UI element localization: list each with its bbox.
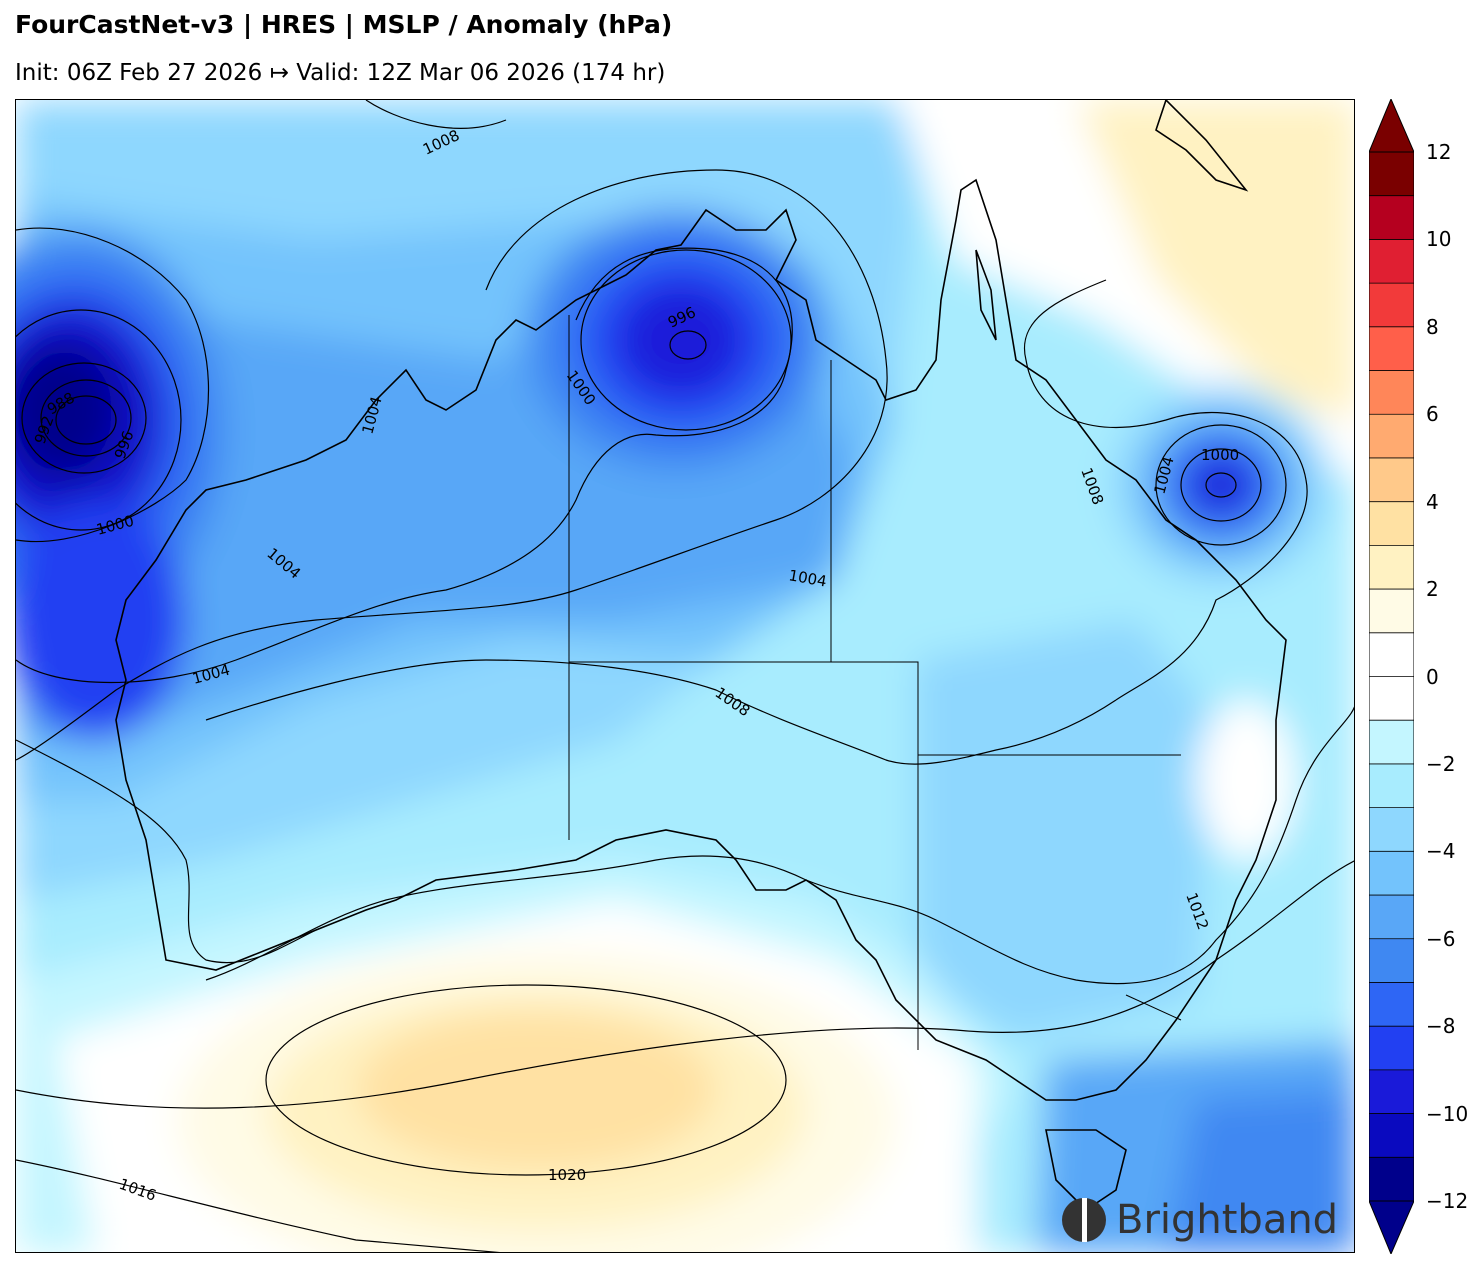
colorbar-segment — [1369, 326, 1414, 371]
colorbar-segment — [1369, 720, 1414, 764]
colorbar-segment — [1369, 457, 1414, 502]
contour-label: 1020 — [548, 1166, 586, 1184]
contour-labels: 1008 996 1000 1004 1000 992 988 996 1000… — [31, 126, 1239, 1205]
colorbar-segment — [1369, 283, 1414, 327]
colorbar-segment — [1369, 1069, 1414, 1114]
anomaly-map: 1008 996 1000 1004 1000 992 988 996 1000… — [16, 100, 1354, 1252]
colorbar-tick-label: 10 — [1426, 227, 1452, 252]
colorbar-min-arrow — [1369, 1200, 1414, 1254]
chart-title: FourCastNet-v3 | HRES | MSLP / Anomaly (… — [15, 10, 673, 39]
chart-subtitle: Init: 06Z Feb 27 2026 ↦ Valid: 12Z Mar 0… — [15, 60, 666, 86]
colorbar-tick-label: 0 — [1426, 664, 1439, 689]
colorbar-tick-label: 4 — [1426, 489, 1439, 514]
colorbar-segment — [1369, 414, 1414, 458]
colorbar-segment — [1369, 938, 1414, 983]
colorbar-segment — [1369, 195, 1414, 240]
colorbar-tick-label: −12 — [1426, 1189, 1469, 1213]
colorbar-segment — [1369, 589, 1414, 633]
colorbar-segment — [1369, 1157, 1414, 1201]
colorbar-tick-label: −10 — [1426, 1101, 1469, 1126]
colorbar-tick-label: −6 — [1426, 926, 1456, 951]
anomaly-fill — [16, 100, 1354, 1252]
state-borders — [568, 315, 1182, 1050]
colorbar-segments — [1369, 152, 1414, 1201]
contour-label: 1000 — [1201, 446, 1239, 464]
colorbar-segment — [1369, 501, 1414, 546]
colorbar-segment — [1369, 676, 1414, 721]
colorbar-segment — [1369, 632, 1414, 677]
colorbar-segment — [1369, 152, 1414, 196]
colorbar-max-arrow — [1369, 99, 1414, 153]
colorbar-segment — [1369, 851, 1414, 896]
colorbar-segment — [1369, 1113, 1414, 1158]
colorbar-tick-label: −8 — [1426, 1014, 1456, 1039]
colorbar-segment — [1369, 895, 1414, 939]
brightband-logo-icon — [1062, 1198, 1106, 1242]
brand-logo: Brightband — [1060, 1192, 1338, 1248]
colorbar-tick-label: 2 — [1426, 577, 1439, 602]
colorbar-tick-label: 6 — [1426, 402, 1439, 427]
colorbar-tick-label: 8 — [1426, 314, 1439, 339]
colorbar-segment — [1369, 763, 1414, 808]
brand-name: Brightband — [1116, 1197, 1339, 1243]
map-panel: 1008 996 1000 1004 1000 992 988 996 1000… — [15, 99, 1355, 1253]
colorbar-segment — [1369, 545, 1414, 590]
colorbar-segment — [1369, 982, 1414, 1027]
isobars — [16, 100, 1354, 1252]
colorbar-segment — [1369, 239, 1414, 284]
colorbar-tick-label: 12 — [1426, 140, 1452, 164]
colorbar-segment — [1369, 807, 1414, 852]
colorbar-segment — [1369, 1026, 1414, 1070]
colorbar — [1369, 99, 1414, 1254]
colorbar-tick-label: −4 — [1426, 839, 1456, 864]
colorbar-ticks — [1369, 151, 1414, 1202]
colorbar-segment — [1369, 370, 1414, 415]
colorbar-tick-label: −2 — [1426, 751, 1456, 776]
